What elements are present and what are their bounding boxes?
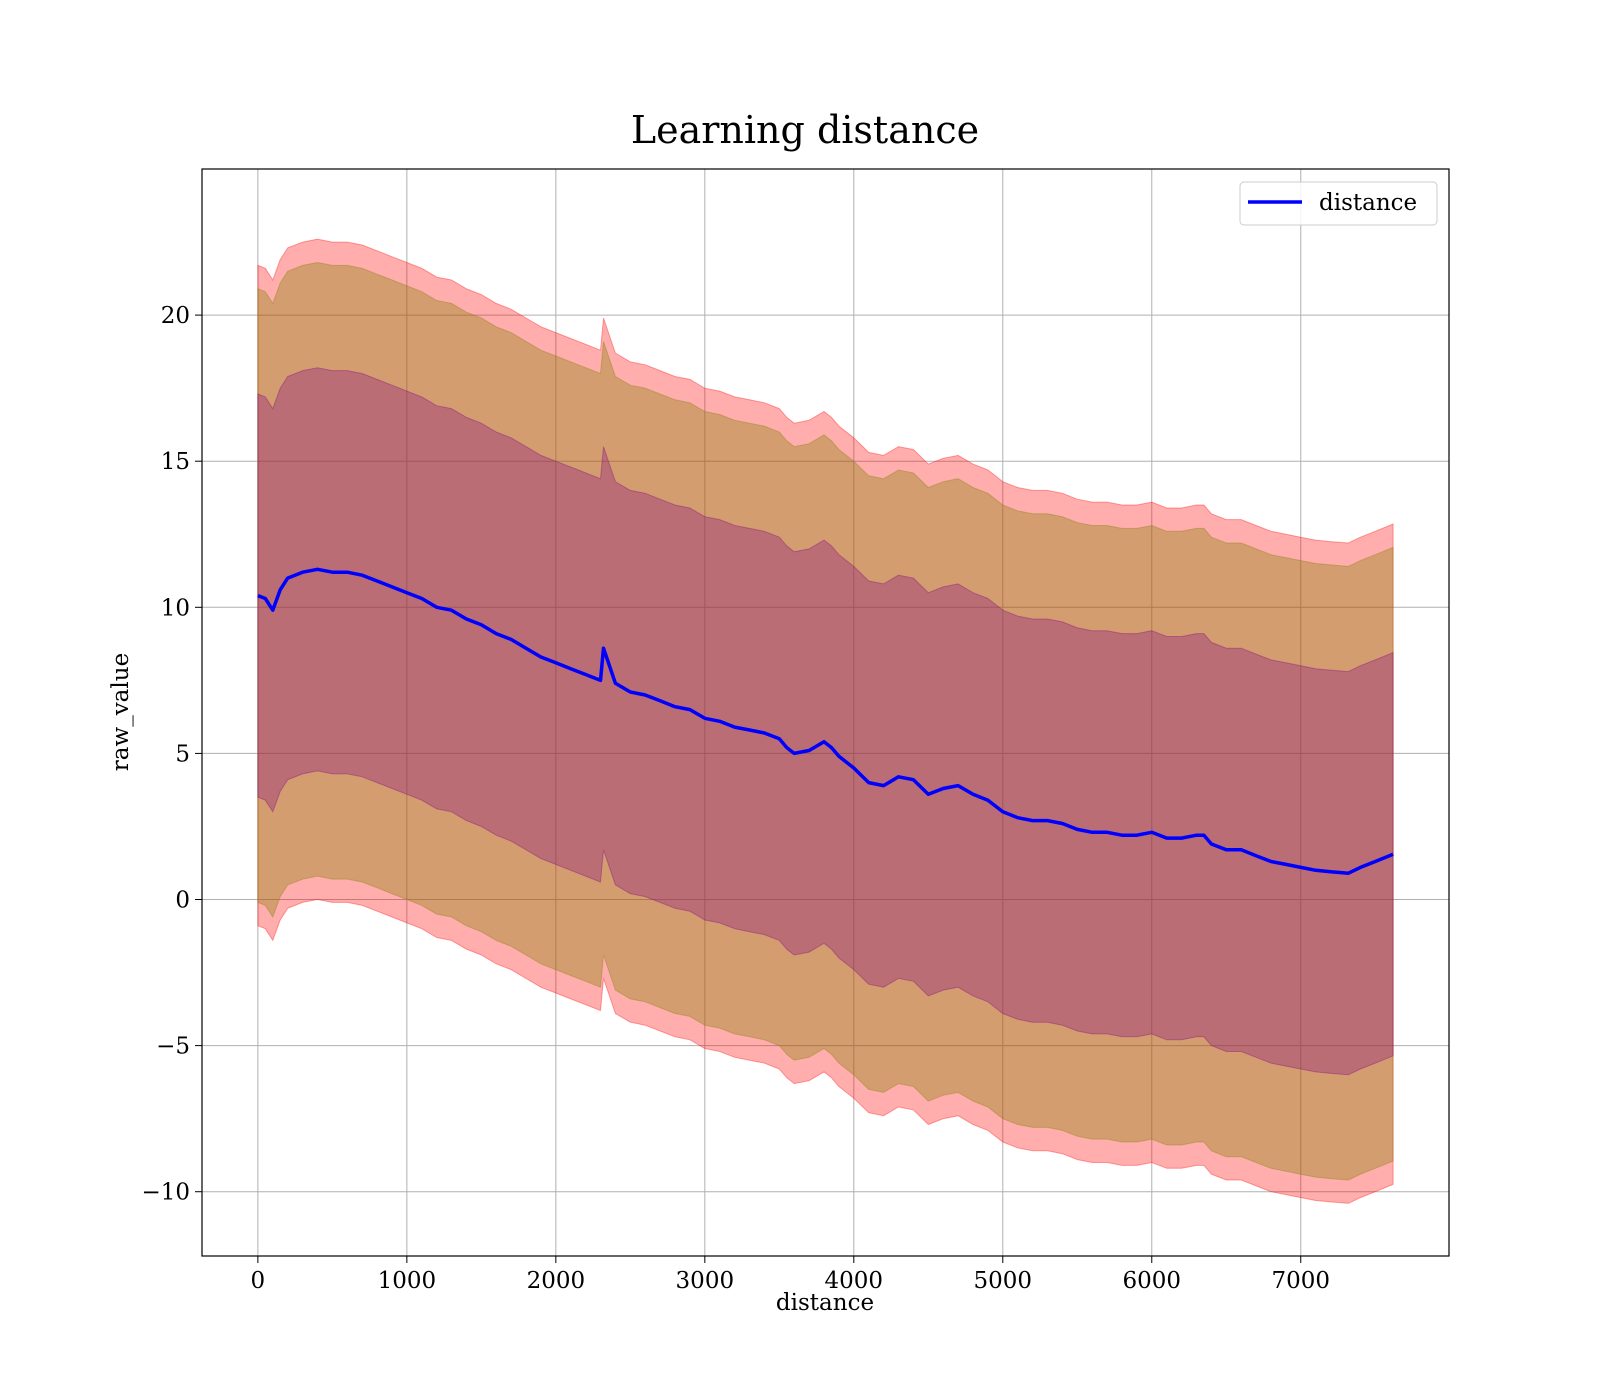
y-axis-label: raw_value — [108, 653, 134, 771]
chart-title: Learning distance — [631, 108, 979, 152]
x-tick-label: 0 — [251, 1268, 266, 1294]
line-layer — [257, 567, 1394, 875]
x-tick-label: 3000 — [676, 1268, 735, 1294]
grid-layer — [202, 169, 1449, 1256]
x-tick-label: 1000 — [378, 1268, 437, 1294]
y-tick-label: 10 — [161, 595, 190, 621]
legend: distance — [1239, 181, 1438, 226]
y-tick-label: 5 — [175, 741, 190, 767]
tick-layer: 0 1000 2000 3000 4000 5000 6000 7000 −10 −5 0 5 10 15… — [141, 303, 1330, 1294]
x-tick-label: 2000 — [527, 1268, 586, 1294]
confidence-band-0 — [257, 238, 1394, 1204]
plot-frame — [201, 168, 1450, 1257]
y-tick-label: 20 — [161, 303, 190, 329]
confidence-band-1 — [257, 261, 1394, 1181]
legend-label-distance: distance — [1319, 190, 1417, 216]
x-tick-label: 4000 — [825, 1268, 884, 1294]
band-layer — [257, 238, 1394, 1204]
x-tick-label: 6000 — [1123, 1268, 1182, 1294]
y-tick-label: 15 — [161, 449, 190, 475]
y-tick-label: −10 — [141, 1180, 190, 1206]
series-line-distance — [257, 567, 1394, 875]
confidence-band-2 — [257, 367, 1394, 1076]
x-axis-label: distance — [776, 1290, 874, 1316]
x-tick-label: 7000 — [1271, 1268, 1330, 1294]
y-tick-label: 0 — [175, 888, 190, 914]
y-tick-label: −5 — [156, 1034, 190, 1060]
x-tick-label: 5000 — [974, 1268, 1033, 1294]
legend-box — [1239, 181, 1438, 226]
